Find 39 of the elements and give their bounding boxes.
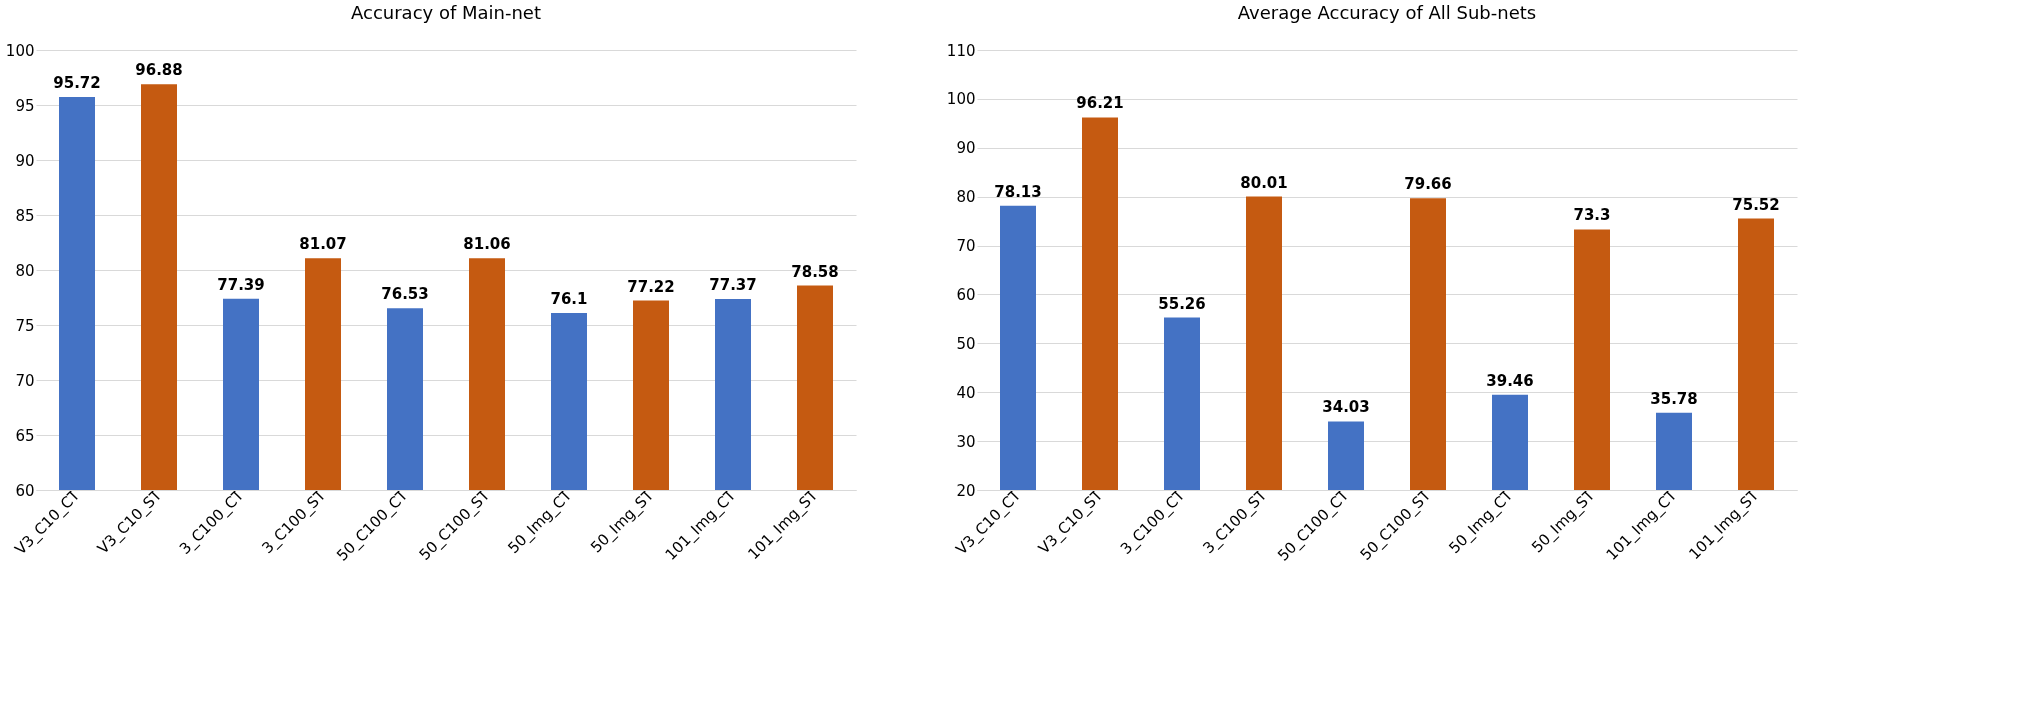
data-label: 81.07 (299, 235, 347, 254)
data-label: 76.1 (550, 289, 588, 308)
y-tick-label: 110 (946, 41, 976, 60)
y-tick-label: 100 (5, 41, 35, 60)
chart-title: Average Accuracy of All Sub-nets (1237, 2, 1537, 23)
y-tick-label: 100 (946, 90, 976, 109)
y-tick-label: 30 (956, 432, 976, 451)
y-tick-label: 95 (15, 96, 35, 115)
y-tick-label: 90 (15, 151, 35, 170)
y-tick-label: 80 (956, 188, 976, 207)
data-label: 78.13 (994, 182, 1042, 201)
y-tick-label: 70 (15, 371, 35, 390)
data-label: 73.3 (1573, 206, 1611, 225)
data-label: 80.01 (1240, 173, 1288, 192)
y-tick-label: 60 (956, 285, 976, 304)
y-tick-label: 75 (15, 316, 35, 335)
y-tick-label: 50 (956, 334, 976, 353)
y-tick-label: 40 (956, 383, 976, 402)
data-label: 77.39 (217, 275, 265, 294)
data-label: 95.72 (53, 74, 101, 93)
data-label: 77.22 (627, 277, 675, 296)
data-label: 39.46 (1486, 371, 1534, 390)
data-label: 35.78 (1650, 389, 1698, 408)
data-label: 79.66 (1404, 175, 1452, 194)
data-label: 81.06 (463, 235, 511, 254)
data-label: 75.52 (1732, 195, 1780, 214)
data-label: 78.58 (791, 262, 839, 281)
data-label: 34.03 (1322, 398, 1370, 417)
data-label: 76.53 (381, 285, 429, 304)
chart-title: Accuracy of Main-net (351, 2, 541, 23)
data-label: 77.37 (709, 275, 757, 294)
y-tick-label: 85 (15, 206, 35, 225)
data-label: 55.26 (1158, 294, 1206, 313)
y-tick-label: 70 (956, 237, 976, 256)
data-label: 96.21 (1076, 94, 1124, 113)
y-tick-label: 80 (15, 261, 35, 280)
y-tick-label: 65 (15, 426, 35, 445)
y-tick-label: 90 (956, 139, 976, 158)
data-label: 96.88 (135, 61, 183, 80)
